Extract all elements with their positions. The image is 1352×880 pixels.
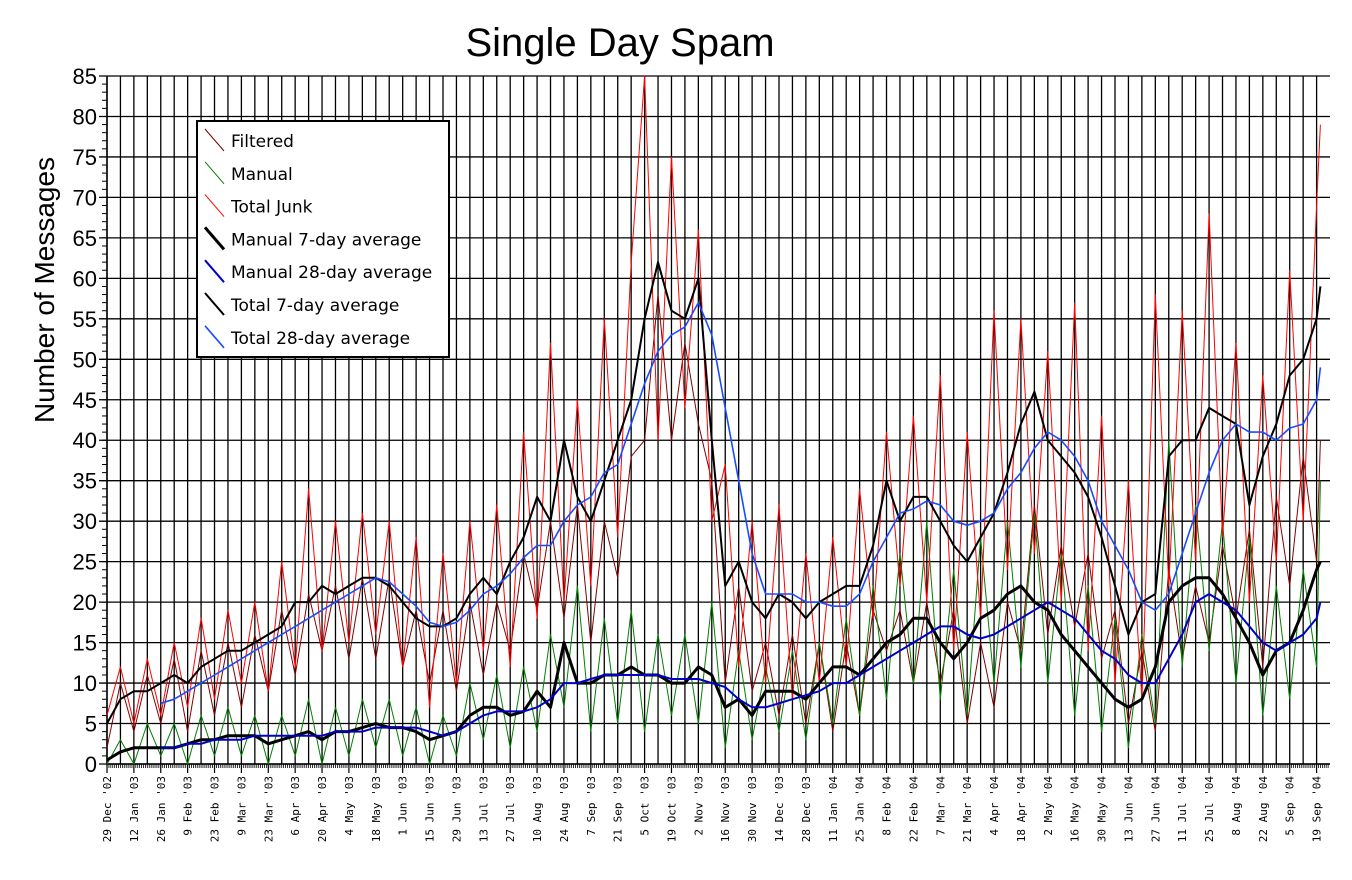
x-tick-label: 8 Feb '04 [881, 776, 894, 836]
y-axis-label: Number of Messages [29, 157, 60, 423]
x-tick-label: 21 Mar '04 [961, 776, 974, 843]
y-tick-label: 85 [73, 64, 97, 89]
series-line-total-junk [106, 75, 1321, 724]
x-tick-label: 19 Oct '03 [665, 776, 678, 842]
axes: 0 5 10 15 20 25 30 35 40 45 50 55 60 65 70 75 80 85 29 Dec… [73, 64, 1330, 842]
legend-label-manual-28-day-average: Manual 28-day average [231, 263, 432, 283]
x-tick-label: 26 Jan '03 [155, 776, 168, 842]
legend-swatch-filtered [204, 128, 225, 152]
legend-box [196, 120, 450, 358]
y-tick-label: 5 [85, 712, 97, 737]
x-tick-label: 16 May '04 [1069, 776, 1082, 843]
x-tick-label: 20 Apr '03 [316, 776, 329, 842]
x-tick-label: 8 Aug '04 [1230, 776, 1243, 836]
y-tick-label: 50 [73, 347, 97, 372]
x-tick-label: 30 Nov '03 [746, 776, 759, 842]
x-tick-label: 1 Jun '03 [397, 776, 410, 836]
x-tick-label: 27 Jun '04 [1149, 776, 1162, 843]
y-tick-label: 55 [73, 307, 97, 332]
x-tick-label: 24 Aug '03 [558, 776, 571, 842]
x-tick-label: 10 Aug '03 [531, 776, 544, 842]
series-line-total-28-day-average [160, 301, 1322, 705]
y-tick-label: 30 [73, 509, 97, 534]
legend-swatch-total-28-day-average [204, 325, 225, 349]
x-tick-label: 25 Jan '04 [854, 776, 867, 843]
x-tick-label: 2 Nov '03 [692, 776, 705, 836]
x-tick-label: 7 Sep '03 [585, 776, 598, 836]
x-tick-label: 29 Dec '02 [101, 776, 114, 842]
x-tick-label: 14 Dec '03 [773, 776, 786, 842]
legend-label-manual-7-day-average: Manual 7-day average [231, 230, 421, 250]
x-tick-label: 25 Jul '04 [1203, 776, 1216, 843]
legend-swatch-manual [204, 161, 225, 185]
y-tick-label: 45 [73, 388, 97, 413]
legend-swatch-manual-7-day-average [203, 226, 226, 251]
x-tick-label: 4 Apr '04 [988, 776, 1001, 836]
x-tick-label: 13 Jul '03 [477, 776, 490, 842]
chart-title: Single Day Spam [465, 21, 774, 65]
x-tick-label: 22 Aug '04 [1257, 776, 1270, 843]
x-tick-label: 18 Apr '04 [1015, 776, 1028, 843]
y-tick-label: 80 [73, 104, 97, 129]
x-tick-label: 27 Jul '03 [504, 776, 517, 842]
x-tick-label: 16 Nov '03 [719, 776, 732, 842]
x-tick-label: 11 Jul '04 [1176, 776, 1189, 843]
x-tick-label: 5 Sep '04 [1284, 776, 1297, 836]
legend-label-filtered: Filtered [231, 132, 294, 152]
legend: Filtered Manual Total Junk Manual 7-day ave… [196, 120, 450, 358]
y-tick-label: 65 [73, 226, 97, 251]
x-tick-label: 12 Jan '03 [128, 776, 141, 842]
x-tick-label: 9 Mar '03 [235, 776, 248, 836]
x-tick-label: 7 Mar '04 [934, 776, 947, 836]
x-tick-label: 29 Jun '03 [450, 776, 463, 842]
y-tick-label: 10 [73, 671, 97, 696]
x-tick-label: 21 Sep '03 [612, 776, 625, 842]
y-tick-label: 20 [73, 590, 97, 615]
legend-swatch-manual-28-day-average [204, 259, 225, 283]
x-tick-label: 2 May '04 [1042, 776, 1055, 836]
x-tick-label: 11 Jan '04 [827, 776, 840, 843]
x-tick-label: 30 May '04 [1096, 776, 1109, 843]
y-tick-label: 40 [73, 428, 97, 453]
legend-swatch-total-7-day-average [204, 292, 225, 316]
x-tick-label: 6 Apr '03 [289, 776, 302, 836]
y-tick-label: 0 [85, 752, 97, 777]
x-tick-label: 23 Feb '03 [209, 776, 222, 842]
x-tick-label: 28 Dec '03 [800, 776, 813, 842]
legend-label-total-junk: Total Junk [230, 198, 313, 218]
x-tick-label: 19 Sep '04 [1311, 776, 1324, 843]
legend-label-total-28-day-average: Total 28-day average [230, 329, 410, 349]
series-line-total-7-day-average [106, 261, 1322, 724]
legend-swatch-total-junk [204, 194, 225, 217]
legend-label-manual: Manual [231, 165, 293, 185]
x-tick-label: 5 Oct '03 [639, 776, 652, 836]
x-tick-label: 9 Feb '03 [182, 776, 195, 836]
x-tick-label: 22 Feb '04 [907, 776, 920, 843]
x-tick-label: 18 May '03 [370, 776, 383, 842]
series-line-manual [106, 439, 1321, 765]
series-group [106, 75, 1322, 765]
legend-label-total-7-day-average: Total 7-day average [230, 296, 399, 316]
series-line-manual-7-day-average [106, 560, 1322, 762]
y-tick-label: 35 [73, 469, 97, 494]
x-tick-label: 13 Jun '04 [1122, 776, 1135, 843]
y-tick-label: 25 [73, 550, 97, 575]
y-tick-label: 15 [73, 631, 97, 656]
y-tick-label: 75 [73, 145, 97, 170]
x-tick-label: 15 Jun '03 [424, 776, 437, 842]
y-tick-label: 70 [73, 185, 97, 210]
series-line-manual-28-day-average [160, 593, 1322, 749]
y-tick-label: 60 [73, 266, 97, 291]
x-tick-label: 23 Mar '03 [262, 776, 275, 842]
x-tick-label: 4 May '03 [343, 776, 356, 836]
